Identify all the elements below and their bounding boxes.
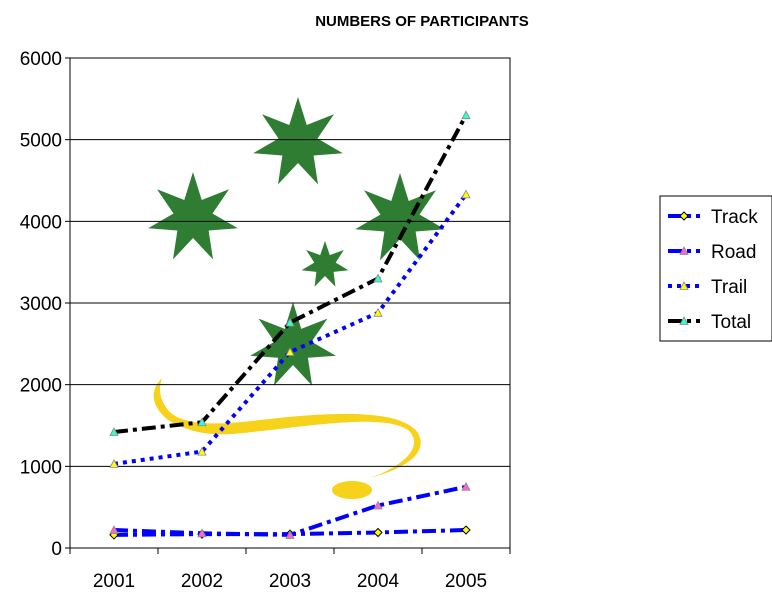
legend-label: Total <box>711 312 751 333</box>
data-point-total <box>197 417 207 427</box>
legend-item-track: Track <box>668 207 758 228</box>
green-star-shape <box>250 302 336 386</box>
y-tick-label: 2000 <box>20 376 62 397</box>
plot-area-border <box>69 57 511 549</box>
data-point-road <box>285 530 295 539</box>
y-tick-label: 6000 <box>20 49 62 70</box>
legend-label: Road <box>711 242 756 263</box>
y-tick-label: 4000 <box>20 212 62 233</box>
legend-marker <box>679 281 689 290</box>
green-star-shape <box>148 172 238 260</box>
y-tick-label: 0 <box>51 539 62 560</box>
data-point-trail <box>197 446 207 456</box>
data-point-trail <box>109 459 119 468</box>
y-tick-label: 5000 <box>20 131 62 152</box>
data-point-trail <box>373 307 383 317</box>
legend-label: Trail <box>711 277 747 298</box>
axes: 0 1000 2000 3000 4000 5000 6000 2001 2002 2003 200… <box>20 49 511 592</box>
series-trail <box>109 189 471 468</box>
y-tick-label: 3000 <box>20 294 62 315</box>
data-point-road <box>461 481 471 491</box>
green-star-shape <box>253 97 343 185</box>
data-point-road <box>109 525 119 534</box>
series-line-road <box>113 484 467 537</box>
series-road <box>109 481 471 539</box>
legend-item-total: Total <box>668 312 751 333</box>
y-tick-label: 1000 <box>20 457 62 478</box>
yellow-drop-shape <box>332 481 372 499</box>
legend-box <box>659 195 772 342</box>
x-tick-label: 2004 <box>357 571 400 592</box>
data-point-total <box>285 317 295 327</box>
legend-label: Track <box>711 207 758 228</box>
data-point-total <box>373 273 383 283</box>
x-tick-label: 2001 <box>93 571 135 592</box>
legend-item-trail: Trail <box>668 277 747 298</box>
data-point-trail <box>461 189 471 199</box>
x-tick-label: 2005 <box>445 571 487 592</box>
data-point-total <box>109 427 119 436</box>
data-point-total <box>461 110 471 120</box>
series-line-total <box>113 114 468 434</box>
green-star-shape <box>355 173 445 261</box>
data-point-track <box>373 527 383 538</box>
legend: Track Road Trail Total <box>659 195 772 342</box>
x-tick-label: 2003 <box>269 571 311 592</box>
data-point-track <box>461 525 471 535</box>
yellow-swoosh-shape <box>153 378 421 478</box>
data-point-road <box>197 528 207 538</box>
decoration <box>148 97 445 499</box>
gridlines <box>70 57 510 467</box>
x-tick-label: 2002 <box>181 571 223 592</box>
legend-item-road: Road <box>668 242 756 263</box>
legend-marker <box>679 246 689 255</box>
legend-marker <box>679 316 689 325</box>
series-total <box>109 110 471 436</box>
data-point-road <box>373 500 383 510</box>
data-point-trail <box>285 347 295 356</box>
legend-marker <box>679 211 689 221</box>
series-lines <box>109 110 471 540</box>
green-star-shape <box>301 241 349 287</box>
chart-title: NUMBERS OF PARTICIPANTS <box>315 13 529 30</box>
